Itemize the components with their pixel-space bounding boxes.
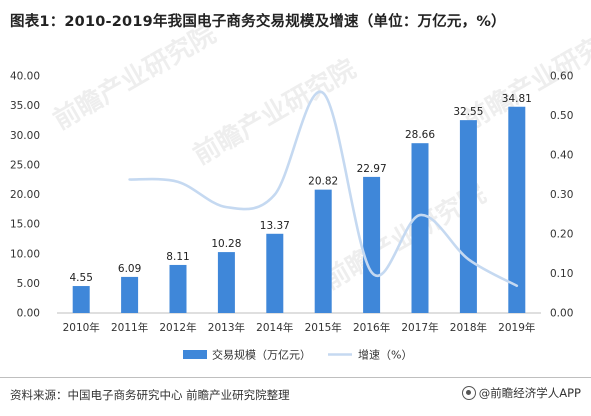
y-left-tick-label: 5.00	[17, 278, 40, 290]
bar	[314, 189, 332, 313]
watermark: 前瞻产业研究院	[188, 53, 361, 171]
y-right-tick-label: 0.10	[550, 268, 573, 280]
x-tick-label: 2015年	[305, 321, 342, 334]
footer-divider	[0, 377, 591, 378]
bar-value-label: 34.81	[502, 93, 532, 105]
y-right-tick-label: 0.50	[550, 110, 573, 122]
brand-text: @前瞻经济学人APP	[478, 386, 581, 400]
y-right-tick-label: 0.20	[550, 229, 573, 241]
y-right-tick-label: 0.40	[550, 150, 573, 162]
y-left-tick-label: 0.00	[17, 308, 40, 320]
x-tick-label: 2016年	[353, 321, 390, 334]
bar-series	[72, 106, 526, 313]
y-axis-left: 0.00 5.00 10.00 15.00 20.00 25.00 30.00 35.00 40…	[10, 71, 40, 320]
growth-line	[128, 90, 519, 288]
watermark: 前瞻产业研究院	[48, 18, 221, 136]
x-tick-label: 2014年	[256, 321, 293, 334]
legend-line-label: 增速（%）	[358, 348, 412, 362]
y-left-tick-label: 15.00	[10, 219, 40, 231]
bar	[217, 252, 235, 313]
bar-label-group: 4.55 6.09 8.11 10.28 13.37 20.82 22.97 28.66 32.…	[70, 93, 532, 284]
bar	[72, 286, 90, 313]
legend: 交易规模（万亿元） 增速（%）	[183, 348, 412, 362]
y-left-tick-label: 30.00	[10, 130, 40, 142]
bar-value-label: 4.55	[70, 272, 93, 284]
x-tick-label: 2013年	[208, 321, 245, 334]
legend-bar-label: 交易规模（万亿元）	[212, 348, 311, 362]
bar	[459, 120, 477, 313]
brand-logo-icon	[461, 386, 476, 400]
y-axis-right: 0.00 0.10 0.20 0.30 0.40 0.50 0.60	[550, 71, 573, 320]
x-tick-label: 2012年	[159, 321, 196, 334]
bar-value-label: 28.66	[405, 129, 435, 141]
legend-bar-swatch	[183, 350, 207, 359]
y-left-tick-label: 25.00	[10, 159, 40, 171]
x-tick-label: 2018年	[450, 321, 487, 334]
bar-value-label: 20.82	[308, 176, 338, 188]
bar-value-label: 13.37	[260, 220, 290, 232]
bar	[363, 176, 381, 313]
y-right-tick-label: 0.30	[550, 189, 573, 201]
y-right-tick-label: 0.00	[550, 308, 573, 320]
brand-mark: @前瞻经济学人APP	[461, 385, 581, 401]
x-tick-label: 2017年	[401, 321, 438, 334]
bar-value-label: 8.11	[166, 251, 189, 263]
y-left-tick-label: 10.00	[10, 248, 40, 260]
bar-value-label: 32.55	[453, 106, 483, 118]
bar	[266, 233, 284, 313]
bar	[121, 276, 139, 313]
bar-value-label: 10.28	[211, 238, 241, 250]
y-left-tick-label: 20.00	[10, 189, 40, 201]
source-note: 资料来源：中国电子商务研究中心 前瞻产业研究院整理	[10, 388, 290, 402]
bar-value-label: 6.09	[118, 263, 141, 275]
bar	[508, 106, 526, 313]
y-left-tick-label: 40.00	[10, 71, 40, 83]
y-left-tick-label: 35.00	[10, 100, 40, 112]
bar-value-label: 22.97	[357, 163, 387, 175]
x-tick-label: 2011年	[111, 321, 148, 334]
bar	[411, 143, 429, 313]
x-axis-ticks: 2010年 2011年 2012年 2013年 2014年 2015年 2016年 2017年…	[63, 321, 536, 334]
chart-title: 图表1：2010-2019年我国电子商务交易规模及增速（单位：万亿元，%）	[10, 14, 506, 30]
x-tick-label: 2010年	[63, 321, 100, 334]
x-tick-label: 2019年	[498, 321, 535, 334]
y-right-tick-label: 0.60	[550, 71, 573, 83]
bar	[169, 264, 187, 313]
